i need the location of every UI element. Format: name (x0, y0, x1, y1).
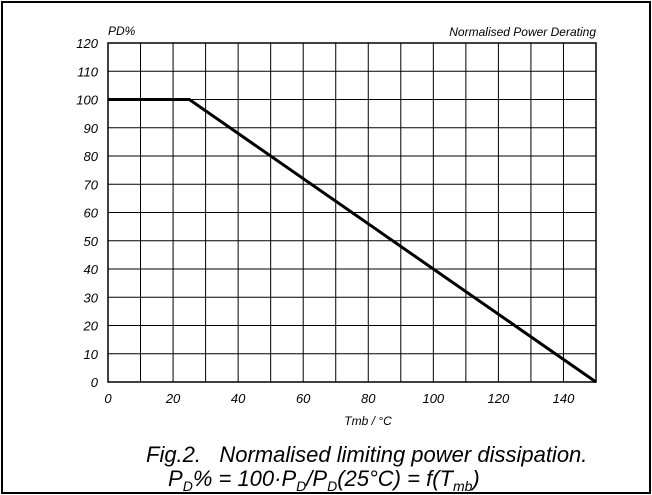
x-tick-label: 40 (231, 391, 246, 406)
x-tick-label: 140 (553, 391, 575, 406)
y-tick-label: 110 (77, 64, 98, 79)
y-tick-label: 10 (84, 347, 99, 362)
caption-part: % = 100·P (193, 466, 297, 491)
y-tick-label: 60 (84, 206, 99, 221)
x-axis-label: Tmb / °C (344, 414, 392, 428)
y-tick-label: 70 (84, 177, 99, 192)
y-tick-label: 40 (84, 262, 99, 277)
x-tick-label: 20 (165, 391, 181, 406)
x-tick-label: 0 (104, 391, 112, 406)
plot-border (107, 42, 597, 383)
grid (108, 43, 596, 382)
y-tick-label: 80 (84, 149, 99, 164)
x-tick-label: 60 (296, 391, 311, 406)
y-tick-label: 20 (83, 319, 99, 334)
x-tick-label: 120 (488, 391, 510, 406)
y-tick-label: 100 (76, 93, 98, 108)
y-tick-label: 30 (84, 290, 99, 305)
x-tick-label: 80 (361, 391, 376, 406)
caption-line-2: PD% = 100·PD/PD(25°C) = f(Tmb) (168, 466, 480, 494)
chart-title: Normalised Power Derating (449, 25, 596, 39)
caption-subscript: D (183, 478, 193, 494)
y-axis-label: PD% (108, 24, 136, 38)
x-tick-label: 100 (422, 391, 444, 406)
y-tick-label: 50 (84, 234, 99, 249)
series-line (108, 98, 597, 384)
caption-part: (25°C) = f(T (337, 466, 454, 491)
caption-subscript: D (296, 478, 306, 494)
y-tick-label: 90 (84, 121, 99, 136)
caption-part: /P (304, 466, 327, 491)
y-tick-label: 120 (76, 36, 98, 51)
series-layer (108, 98, 597, 384)
caption-subscript: mb (453, 478, 473, 494)
plot-area (107, 42, 597, 383)
caption-line-1: Fig.2. Normalised limiting power dissipa… (146, 442, 587, 467)
x-axis-ticks: 0 20 40 60 80 100 120 140 (104, 391, 575, 406)
y-tick-label: 0 (91, 375, 99, 390)
y-axis-ticks: 0 10 20 30 40 50 60 70 80 90 100 110 120 (76, 36, 98, 390)
caption-part: P (168, 466, 183, 491)
caption-part: ) (469, 466, 479, 491)
caption-subscript: D (327, 478, 337, 494)
